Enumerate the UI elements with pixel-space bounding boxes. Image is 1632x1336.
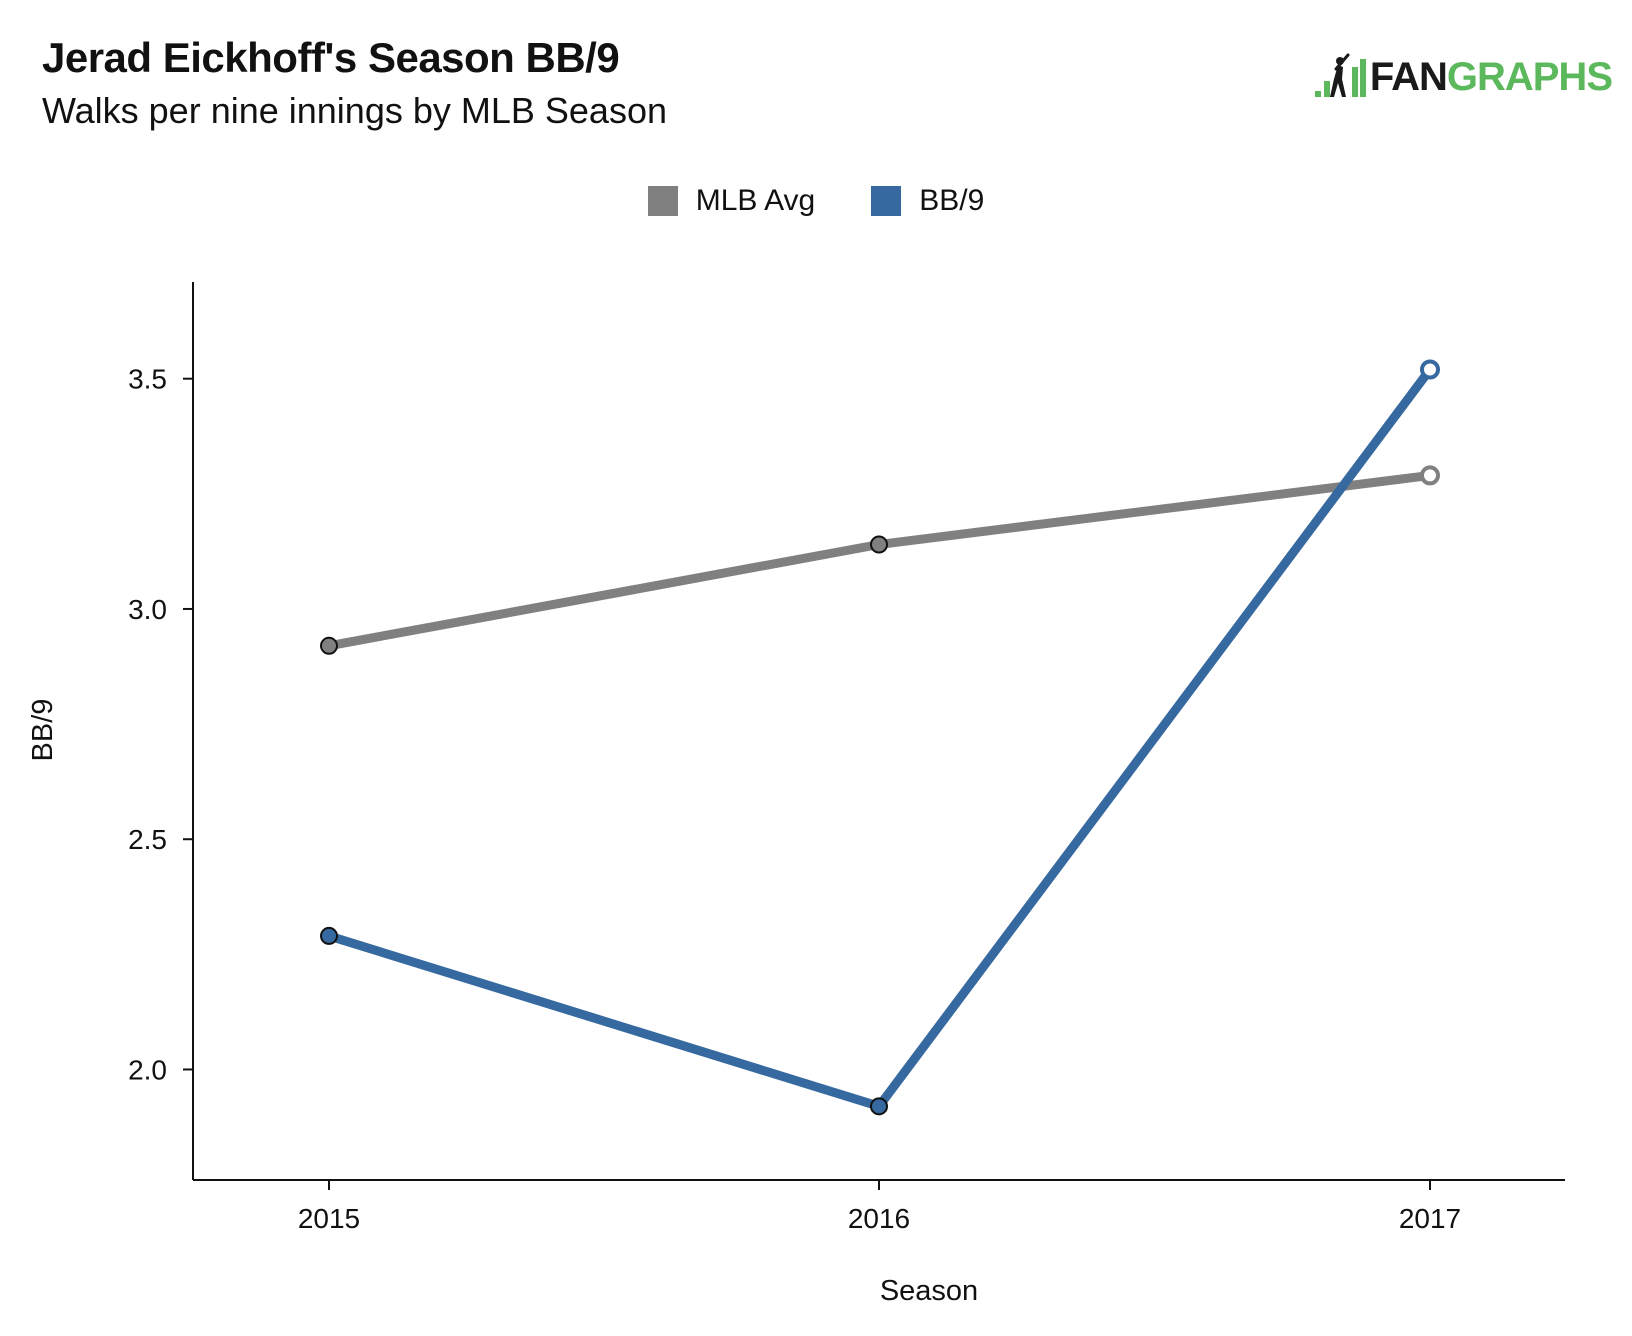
y-tick-label: 2.5: [128, 824, 167, 855]
y-axis-title: BB/9: [27, 699, 59, 762]
data-point-bb9: [1420, 359, 1440, 380]
logo-text-graphs: GRAPHS: [1446, 54, 1613, 99]
data-point-mlb-avg: [870, 535, 888, 554]
data-point-bb9: [320, 926, 338, 945]
x-axis-title: Season: [880, 1275, 978, 1307]
chart-legend: MLB Avg BB/9: [0, 184, 1632, 218]
fangraphs-batter-icon: [1314, 53, 1366, 97]
data-point-bb9: [870, 1097, 888, 1116]
x-tick-label: 2017: [1399, 1203, 1461, 1234]
legend-label-bb9: BB/9: [919, 184, 985, 217]
fangraphs-logo: FANGRAPHS: [1314, 52, 1613, 102]
y-tick-label: 3.5: [128, 364, 167, 395]
series-line-mlb-avg: [324, 470, 1435, 651]
series-line-bb9: [324, 364, 1435, 1111]
chart-title: Jerad Eickhoff's Season BB/9: [42, 34, 620, 81]
data-point-mlb-avg: [320, 636, 338, 655]
legend-swatch-bb9: [871, 186, 902, 216]
data-point-mlb-avg: [1420, 465, 1440, 486]
legend-item-mlb-avg: MLB Avg: [647, 184, 816, 218]
x-tick-label: 2015: [298, 1203, 360, 1234]
legend-swatch-mlb-avg: [647, 186, 678, 216]
x-tick-label: 2016: [848, 1203, 910, 1234]
legend-item-bb9: BB/9: [871, 184, 984, 218]
chart-subtitle: Walks per nine innings by MLB Season: [42, 90, 667, 131]
y-tick-label: 3.0: [128, 594, 167, 625]
logo-text-fan: FAN: [1369, 54, 1448, 99]
legend-label-mlb-avg: MLB Avg: [695, 184, 816, 217]
y-tick-label: 2.0: [128, 1054, 167, 1085]
